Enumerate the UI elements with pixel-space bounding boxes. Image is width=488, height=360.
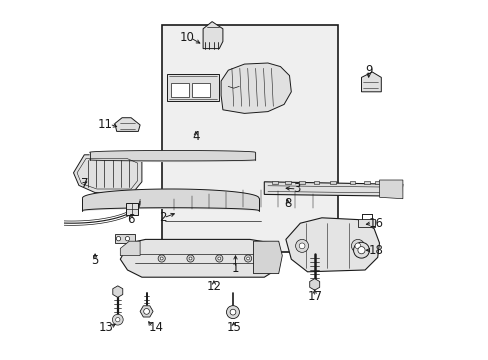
Circle shape	[189, 257, 192, 260]
Circle shape	[246, 257, 249, 260]
Text: 11: 11	[98, 118, 113, 131]
Circle shape	[215, 255, 223, 262]
Bar	[313, 181, 319, 184]
Circle shape	[351, 239, 364, 252]
Text: 10: 10	[179, 31, 194, 44]
Polygon shape	[120, 241, 140, 256]
Polygon shape	[113, 286, 122, 297]
Circle shape	[218, 257, 220, 260]
Text: 3: 3	[292, 183, 300, 195]
Text: 8: 8	[284, 197, 291, 210]
Polygon shape	[264, 182, 402, 196]
Circle shape	[115, 318, 120, 322]
Text: 13: 13	[98, 321, 113, 334]
Polygon shape	[140, 306, 153, 317]
Polygon shape	[253, 241, 282, 274]
Circle shape	[186, 255, 194, 262]
Text: 6: 6	[127, 213, 135, 226]
Text: 7: 7	[81, 177, 88, 190]
Polygon shape	[309, 279, 319, 290]
Bar	[385, 181, 390, 184]
Text: 14: 14	[149, 321, 164, 334]
Circle shape	[143, 309, 149, 314]
Text: 12: 12	[206, 280, 221, 293]
Text: 16: 16	[368, 217, 383, 230]
Polygon shape	[115, 118, 140, 131]
Bar	[329, 181, 335, 184]
Circle shape	[112, 314, 123, 325]
Bar	[272, 181, 277, 184]
Polygon shape	[285, 218, 379, 272]
Circle shape	[299, 243, 305, 249]
Circle shape	[354, 243, 360, 249]
Bar	[363, 181, 369, 184]
Bar	[162, 25, 337, 252]
Circle shape	[125, 237, 129, 241]
Circle shape	[230, 309, 235, 315]
Text: 18: 18	[368, 244, 383, 257]
Circle shape	[295, 239, 308, 252]
Bar	[126, 203, 138, 215]
Text: 2: 2	[159, 211, 167, 224]
Polygon shape	[120, 239, 280, 277]
Polygon shape	[379, 180, 402, 199]
Circle shape	[116, 237, 121, 241]
Polygon shape	[115, 234, 134, 243]
Text: 15: 15	[226, 321, 241, 334]
Text: 4: 4	[192, 130, 199, 143]
Circle shape	[160, 257, 163, 260]
Polygon shape	[203, 22, 223, 49]
Bar	[374, 181, 380, 184]
Bar	[357, 219, 374, 227]
Bar	[192, 83, 210, 97]
Polygon shape	[167, 74, 219, 101]
Bar	[170, 83, 188, 97]
Polygon shape	[221, 63, 291, 113]
Circle shape	[158, 255, 165, 262]
Circle shape	[226, 306, 239, 319]
Text: 5: 5	[91, 255, 99, 267]
Text: 17: 17	[306, 291, 322, 303]
Bar	[349, 181, 355, 184]
Bar	[299, 181, 305, 184]
Circle shape	[353, 242, 368, 258]
Text: 9: 9	[364, 64, 372, 77]
Polygon shape	[361, 72, 381, 92]
Circle shape	[357, 247, 365, 254]
Circle shape	[244, 255, 251, 262]
Polygon shape	[73, 155, 142, 193]
Bar	[284, 181, 290, 184]
Text: 1: 1	[231, 262, 239, 275]
